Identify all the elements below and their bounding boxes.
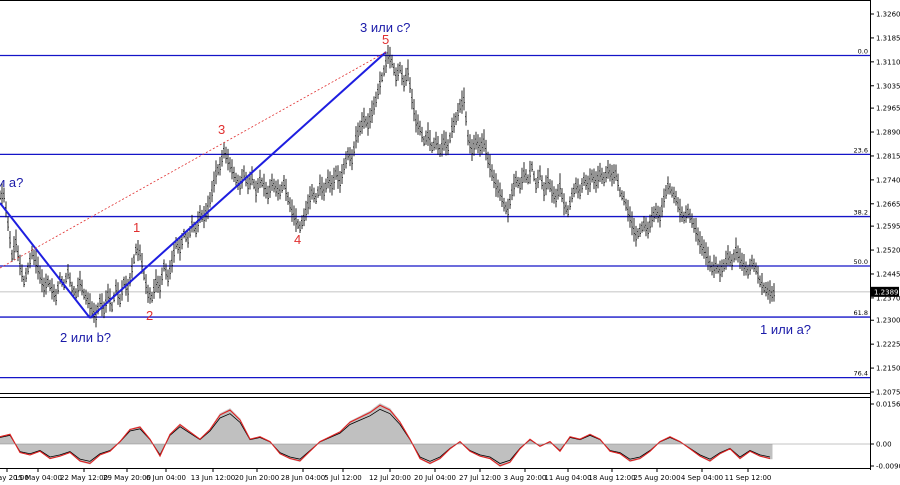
- wave-label: 5: [382, 32, 389, 47]
- wave-label: 3 или с?: [360, 20, 410, 35]
- fib-level-label: 61.8: [854, 309, 868, 317]
- price-tick-label: 1.3260: [876, 11, 900, 19]
- time-tick-label: 22 May 12:00: [60, 474, 108, 482]
- fib-level-label: 0.0: [858, 47, 868, 55]
- fib-level-label: 76.4: [854, 370, 868, 378]
- price-tick-label: 1.2075: [876, 389, 900, 397]
- wave-line-up: [89, 51, 387, 319]
- wave-line-down: [0, 202, 91, 319]
- time-tick-label: 25 Aug 20:00: [633, 474, 680, 482]
- time-tick-label: 12 Jul 20:00: [369, 474, 411, 482]
- oscillator-main-line: [0, 408, 771, 464]
- wave-label: 1: [133, 220, 140, 235]
- time-tick-label: 28 Jun 04:00: [281, 474, 325, 482]
- price-tick-label: 1.2665: [876, 200, 900, 208]
- price-tick-label: 1.3185: [876, 34, 900, 42]
- oscillator-axis: 0.01569 0.00 -0.00906: [870, 401, 900, 471]
- price-panel: [0, 0, 871, 470]
- price-tick-label: 1.2740: [876, 176, 900, 184]
- oscillator-panel: [0, 403, 870, 467]
- time-tick-label: 3 Aug 20:00: [504, 474, 547, 482]
- time-tick-label: 15 May 04:00: [14, 474, 62, 482]
- fibonacci-levels: 0.0 23.6 38.2 50.0 61.8 76.4: [0, 47, 870, 379]
- fib-level-label: 38.2: [854, 209, 868, 217]
- price-tick-label: 1.3035: [876, 82, 900, 90]
- time-tick-label: 11 Aug 04:00: [544, 474, 591, 482]
- wave-labels: 1 2 3 4 53 или с? 2 или b? 1 или а? и а?: [0, 20, 811, 345]
- time-tick-label: 6 Jun 04:00: [146, 474, 186, 482]
- price-bars: [0, 45, 775, 328]
- time-tick-label: 8 May 20:00: [0, 474, 29, 482]
- price-tick-label: 1.2150: [876, 365, 900, 373]
- oscillator-signal-line: [0, 404, 771, 467]
- oscillator-tick-label: 0.00: [876, 441, 892, 449]
- time-tick-label: 18 Aug 12:00: [588, 474, 635, 482]
- time-tick-label: 29 May 20:00: [103, 474, 151, 482]
- time-tick-label: 11 Sep 12:00: [725, 474, 772, 482]
- current-price-line: 1.2389: [0, 286, 899, 297]
- time-tick-label: 5 Jul 12:00: [324, 474, 362, 482]
- price-tick-label: 1.2815: [876, 152, 900, 160]
- price-tick-label: 1.2595: [876, 223, 900, 231]
- time-tick-label: 13 Jun 12:00: [191, 474, 235, 482]
- price-tick-label: 1.2520: [876, 247, 900, 255]
- price-tick-label: 1.2225: [876, 341, 900, 349]
- wave-label: 3: [218, 122, 225, 137]
- wave-label: 4: [294, 232, 301, 247]
- current-price-label: 1.2389: [874, 288, 899, 296]
- current-price-box: [871, 286, 899, 297]
- wave-label: 2: [146, 308, 153, 323]
- oscillator-tick-label: 0.01569: [876, 401, 900, 409]
- oscillator-tick-label: -0.00906: [876, 463, 900, 471]
- price-tick-label: 1.2445: [876, 270, 900, 278]
- wave-label: 1 или а?: [760, 322, 811, 337]
- time-tick-label: 4 Sep 04:00: [681, 474, 723, 482]
- wave-label: и а?: [0, 175, 23, 190]
- price-tick-label: 1.2890: [876, 129, 900, 137]
- price-tick-label: 1.2965: [876, 105, 900, 113]
- price-axis: 1.3260 1.3185 1.3110 1.3035 1.2965 1.2890 1.28…: [870, 11, 900, 397]
- wave-label: 2 или b?: [60, 330, 111, 345]
- price-tick-label: 1.2370: [876, 294, 900, 302]
- price-tick-label: 1.2300: [876, 317, 900, 325]
- fib-level-label: 23.6: [854, 146, 868, 154]
- price-tick-label: 1.3110: [876, 58, 900, 66]
- fib-level-label: 50.0: [854, 258, 868, 266]
- wave-lines: [0, 51, 387, 319]
- time-tick-label: 27 Jul 12:00: [459, 474, 501, 482]
- time-tick-label: 20 Jun 20:00: [235, 474, 279, 482]
- trend-line-dashed: [0, 51, 387, 269]
- time-tick-label: 20 Jul 04:00: [414, 474, 456, 482]
